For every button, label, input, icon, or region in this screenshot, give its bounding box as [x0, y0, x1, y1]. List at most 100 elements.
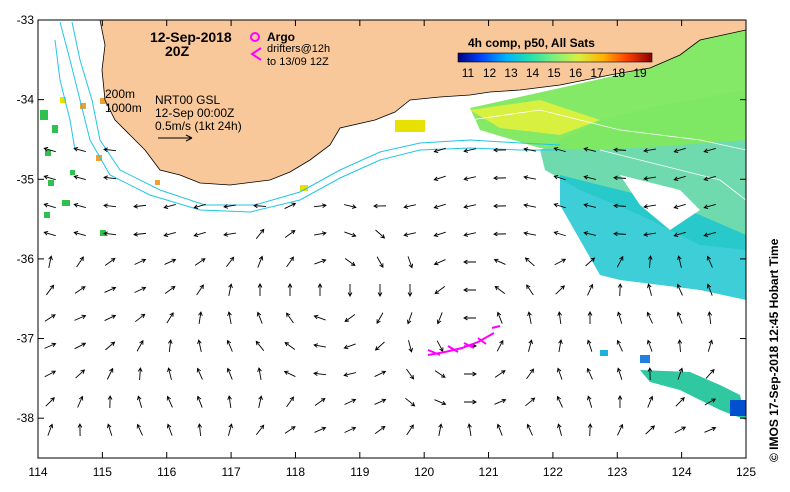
current-vector	[223, 204, 236, 209]
drifter-tracks	[427, 325, 501, 356]
current-vector	[344, 314, 356, 323]
current-vector	[616, 339, 623, 352]
current-vector	[283, 370, 296, 377]
current-vector	[343, 372, 356, 377]
current-vector	[706, 283, 713, 296]
current-vector	[43, 231, 56, 237]
current-vector	[494, 398, 507, 405]
current-vector	[703, 203, 716, 209]
current-vector	[523, 231, 536, 236]
current-vector	[613, 231, 627, 237]
current-vector	[646, 311, 653, 324]
current-vector	[403, 232, 416, 237]
current-vectors	[43, 146, 717, 437]
current-vector	[226, 339, 233, 352]
current-vector	[226, 256, 235, 268]
current-vector	[586, 367, 593, 380]
current-vector	[433, 203, 446, 210]
current-vector	[134, 286, 147, 293]
current-vector	[493, 203, 507, 209]
current-vector	[74, 342, 87, 350]
current-vector	[707, 339, 713, 352]
current-vector	[494, 285, 506, 294]
current-vector	[255, 228, 265, 239]
current-vector	[133, 203, 147, 209]
current-vector	[257, 367, 262, 380]
current-vector	[493, 147, 507, 153]
current-vector	[586, 339, 593, 352]
current-vector	[643, 204, 656, 209]
current-vector	[168, 339, 173, 353]
x-tick-label: 121	[479, 465, 499, 479]
current-vector	[583, 203, 596, 208]
current-vector	[193, 203, 206, 209]
current-vector	[463, 287, 476, 293]
current-vector	[313, 203, 327, 208]
drifter-chevron-icon	[250, 47, 262, 61]
current-vector	[196, 284, 204, 296]
current-vector	[106, 367, 114, 380]
current-vector	[227, 311, 232, 324]
current-vector	[463, 315, 476, 321]
current-vector	[464, 399, 477, 405]
vector-scale-label: 0.5m/s (1kt 24h)	[155, 119, 242, 133]
current-vector	[553, 230, 566, 237]
current-vector	[105, 341, 116, 351]
current-vector	[585, 257, 596, 267]
current-vector	[405, 397, 416, 407]
current-vector	[228, 283, 233, 296]
x-tick-label: 117	[222, 465, 241, 479]
current-vector	[376, 312, 384, 325]
current-vector	[373, 203, 387, 209]
current-vector	[196, 367, 203, 380]
drifters-label: drifters@12h	[267, 43, 330, 55]
current-vector	[436, 312, 443, 325]
current-vector	[704, 426, 717, 433]
current-vector	[196, 395, 203, 408]
current-vector	[647, 255, 653, 269]
current-vector	[258, 395, 263, 408]
current-vector	[257, 255, 264, 268]
current-vector	[553, 202, 566, 209]
current-vector	[374, 398, 387, 405]
current-vector	[133, 231, 147, 237]
colorbar-tick-label: 19	[633, 66, 647, 80]
current-vector	[77, 423, 83, 437]
current-vector	[194, 258, 206, 266]
current-vector	[255, 340, 265, 351]
current-vector	[313, 343, 326, 348]
current-vector	[284, 202, 297, 209]
current-vector	[407, 256, 414, 269]
current-vector	[103, 231, 117, 236]
credit-label: © IMOS 17-Sep-2018 12:45 Hobart Time	[767, 238, 781, 462]
current-vector	[526, 368, 535, 380]
x-tick-label: 120	[414, 465, 434, 479]
current-vector	[496, 423, 503, 436]
x-tick-label: 123	[607, 465, 627, 479]
current-vector	[163, 231, 176, 237]
current-vector	[403, 204, 416, 209]
current-vector	[164, 285, 176, 294]
current-vector	[164, 258, 177, 265]
argo-marker-icon	[250, 32, 260, 42]
current-vector	[433, 259, 446, 266]
current-vector	[377, 284, 383, 297]
current-vector	[677, 339, 683, 353]
current-vector	[103, 203, 117, 208]
current-vector	[617, 283, 623, 297]
current-vector	[166, 312, 174, 324]
current-vector	[314, 397, 326, 406]
current-vector	[613, 175, 627, 181]
current-vector	[705, 368, 715, 379]
current-vector	[344, 398, 357, 405]
current-vector	[553, 174, 566, 181]
current-vector	[647, 283, 653, 296]
scale-arrow-icon	[158, 134, 193, 142]
current-vector	[167, 367, 172, 380]
current-vector	[554, 258, 567, 266]
current-vector	[134, 258, 147, 265]
current-vector	[44, 314, 56, 322]
current-vector	[286, 312, 294, 324]
y-tick-label: -37	[17, 332, 35, 346]
current-vector	[197, 339, 202, 352]
